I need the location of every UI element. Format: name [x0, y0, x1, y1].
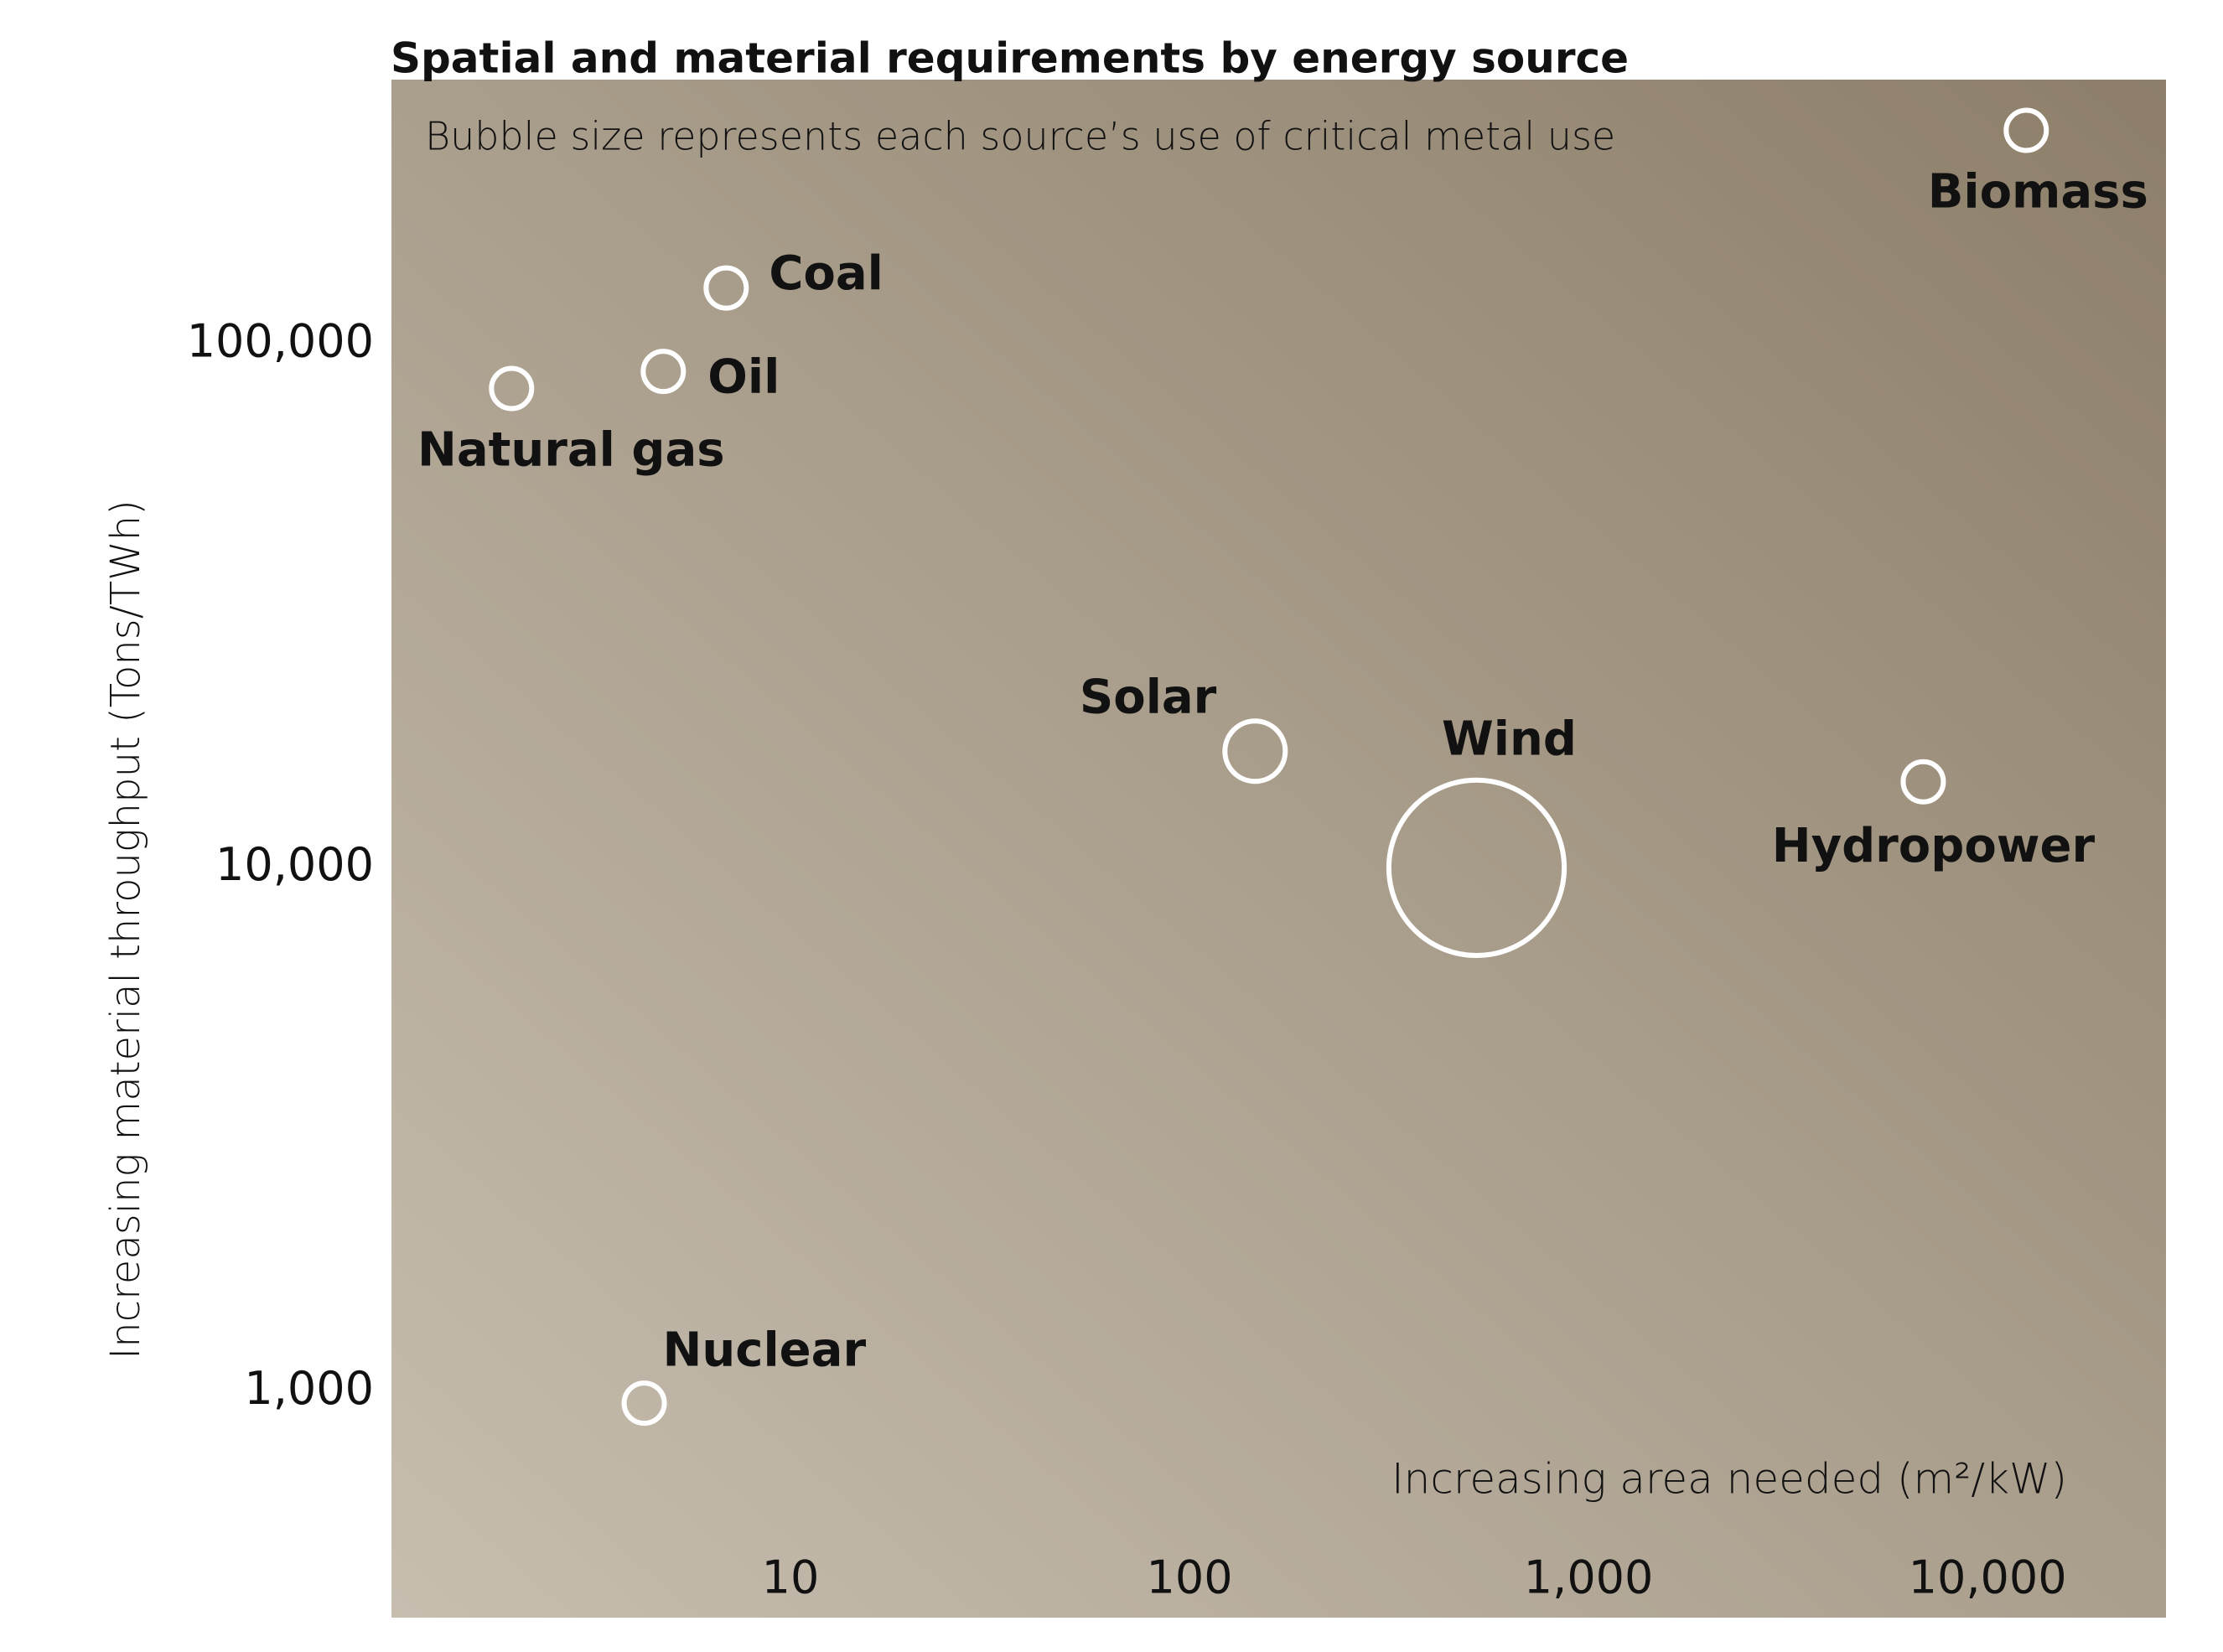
- bubble: [1900, 759, 1946, 805]
- x-axis-title: Increasing area needed (m²/kW): [1391, 1455, 2067, 1504]
- bubble: [621, 1380, 667, 1427]
- point-label: Natural gas: [417, 423, 725, 478]
- x-tick-label: 10: [762, 1551, 820, 1604]
- point-label: Coal: [769, 246, 884, 301]
- point-label: Hydropower: [1772, 819, 2096, 873]
- bubble: [640, 349, 687, 395]
- y-tick-label: 10,000: [215, 838, 374, 891]
- chart-title: Spatial and material requirements by ene…: [391, 34, 1629, 83]
- point-label: Biomass: [1928, 165, 2148, 220]
- y-axis-title: Increasing material throughput (Tons/TWh…: [102, 500, 149, 1359]
- plot-area: [391, 80, 2166, 1618]
- bubble: [489, 365, 535, 412]
- bubble: [2003, 107, 2049, 153]
- bubble: [703, 265, 749, 311]
- bubble: [1386, 777, 1568, 959]
- x-tick-label: 1,000: [1524, 1551, 1654, 1604]
- x-tick-label: 10,000: [1909, 1551, 2067, 1604]
- point-label: Oil: [707, 350, 780, 404]
- point-label: Nuclear: [663, 1323, 867, 1377]
- point-label: Wind: [1442, 712, 1577, 767]
- y-tick-label: 1,000: [244, 1362, 374, 1415]
- point-label: Solar: [1080, 670, 1217, 724]
- chart-subtitle: Bubble size represents each source’s use…: [425, 114, 1615, 159]
- y-tick-label: 100,000: [187, 314, 374, 367]
- bubble: [1222, 718, 1288, 785]
- x-tick-label: 100: [1147, 1551, 1233, 1604]
